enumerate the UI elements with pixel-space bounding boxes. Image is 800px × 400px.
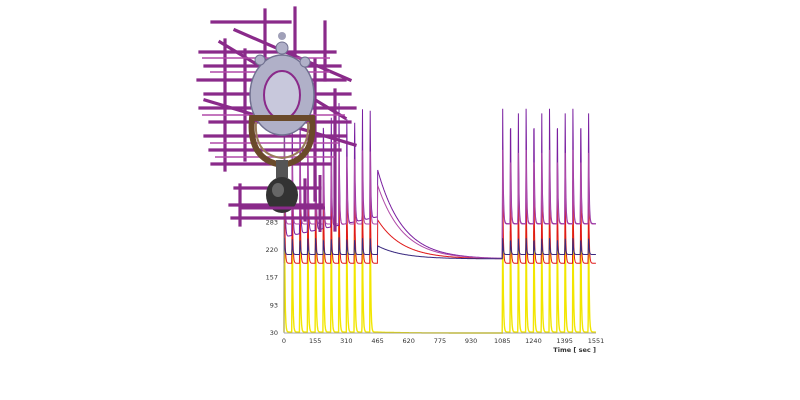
x-tick-label: 155 bbox=[309, 337, 321, 345]
y-tick-label: 220 bbox=[266, 246, 278, 254]
y-tick-group: 30 93 157 220 283 bbox=[266, 219, 278, 337]
y-tick-label: 93 bbox=[270, 302, 278, 310]
x-tick-label: 465 bbox=[371, 337, 383, 345]
x-tick-label: 1551 bbox=[588, 337, 605, 345]
y-tick-label: 283 bbox=[266, 219, 278, 227]
y-tick-label: 157 bbox=[266, 274, 278, 282]
x-tick-group: 0 155 310 465 620 775 930 1085 1240 1395 1551 bbox=[282, 337, 604, 345]
series-line-2 bbox=[283, 176, 596, 264]
x-tick-label: 1395 bbox=[556, 337, 573, 345]
y-tick-label: 30 bbox=[270, 329, 278, 337]
x-tick-label: 310 bbox=[340, 337, 352, 345]
x-tick-label: 620 bbox=[403, 337, 415, 345]
engine-assembly-icon bbox=[196, 6, 357, 232]
x-tick-label: 775 bbox=[434, 337, 446, 345]
x-axis-label: Time [ sec ] bbox=[553, 346, 596, 354]
x-tick-label: 0 bbox=[282, 337, 286, 345]
axes bbox=[283, 110, 596, 334]
x-tick-label: 930 bbox=[465, 337, 477, 345]
series-line-5 bbox=[283, 237, 596, 260]
x-tick-label: 1240 bbox=[525, 337, 542, 345]
x-tick-label: 1085 bbox=[494, 337, 511, 345]
